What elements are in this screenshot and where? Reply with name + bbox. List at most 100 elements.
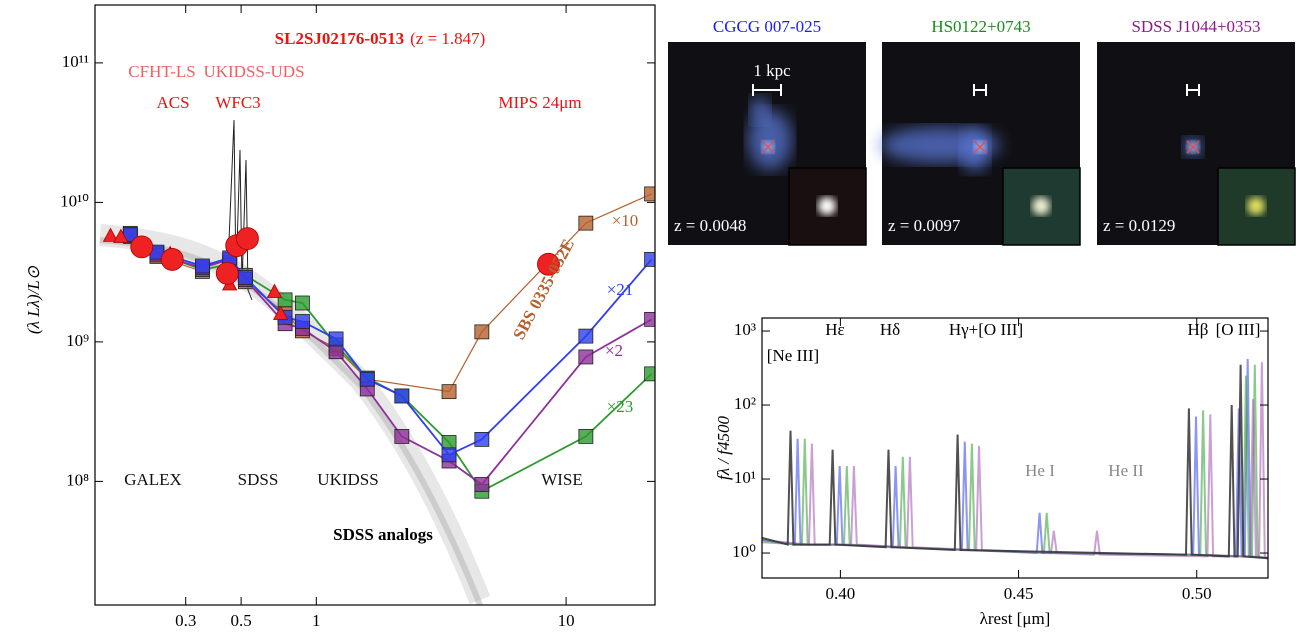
square-marker — [644, 311, 655, 327]
annotation: He II — [1108, 461, 1144, 480]
square-marker — [237, 269, 253, 285]
x-tick-label: 0.40 — [826, 584, 856, 603]
panel-title: HS0122+0743 — [931, 17, 1030, 36]
annotation: WISE — [541, 470, 583, 489]
y-tick-label: 10⁰ — [732, 542, 756, 561]
inset — [1002, 167, 1081, 246]
x-axis-label: λrest [μm] — [980, 609, 1051, 628]
center-marker — [761, 140, 775, 154]
annotation: He I — [1025, 461, 1055, 480]
square-marker — [359, 371, 375, 387]
y-tick-label: 10¹¹ — [62, 52, 89, 71]
circle-marker — [130, 235, 154, 259]
square-marker — [295, 314, 310, 329]
panel-title: SDSS J1044+0353 — [1131, 17, 1260, 36]
sed-line — [129, 193, 652, 393]
y-tick-label: 10⁹ — [66, 331, 89, 350]
annotation: Hγ+[O III] — [949, 320, 1023, 339]
scale-bar — [752, 84, 782, 96]
x-tick-label: 0.3 — [175, 611, 196, 630]
annotation: [O III] — [1216, 320, 1261, 339]
square-marker — [644, 366, 655, 382]
y-tick-label: 10³ — [734, 320, 756, 339]
galaxy-glow — [748, 110, 792, 170]
square-marker — [644, 252, 655, 267]
annotation: WFC3 — [215, 93, 260, 112]
title-redshift: (z = 1.847) — [410, 29, 485, 48]
circle-marker — [537, 252, 560, 276]
spectrum-line — [762, 364, 1268, 560]
triangle-marker — [273, 305, 289, 320]
square-marker — [578, 429, 594, 444]
plot-area — [102, 186, 655, 499]
square-marker — [474, 477, 490, 492]
annotation: SDSS analogs — [333, 525, 433, 544]
x-tick-label: 0.50 — [1182, 584, 1212, 603]
annotation: UKIDSS-UDS — [203, 62, 304, 81]
inset-core — [1247, 197, 1265, 215]
center-marker — [973, 140, 987, 154]
x-tick-label: 0.45 — [1004, 584, 1034, 603]
square-marker — [441, 447, 457, 463]
annotation: UKIDSS — [317, 470, 378, 489]
annotation: Hε — [825, 320, 844, 339]
square-marker — [295, 295, 310, 311]
annotation: ×2 — [605, 341, 623, 360]
annotation: Hδ — [880, 320, 900, 339]
y-axis-label: fλ / f4500 — [714, 415, 733, 480]
y-axis-label: (λ Lλ)/L⊙ — [24, 265, 43, 334]
y-tick-label: 10¹ — [734, 468, 756, 487]
annotation: ×23 — [607, 397, 634, 416]
inset-core — [1032, 197, 1050, 215]
square-marker — [578, 349, 594, 365]
circle-marker — [236, 227, 259, 251]
square-marker — [441, 384, 457, 400]
annotation: ×10 — [612, 211, 639, 230]
plot-area — [762, 358, 1268, 560]
spectrum-line — [762, 362, 1268, 560]
triangle-marker — [266, 283, 283, 298]
center-marker — [1186, 140, 1200, 154]
square-marker — [578, 215, 594, 231]
panel-title: CGCG 007-025 — [713, 17, 821, 36]
square-marker — [277, 292, 293, 308]
square-marker — [394, 388, 410, 404]
inset — [1217, 167, 1296, 246]
title-name: SL2SJ02176-0513 — [275, 29, 404, 48]
galaxy-glow — [750, 96, 770, 124]
x-tick-label: 1 — [312, 611, 321, 630]
square-marker — [328, 331, 344, 347]
y-tick-label: 10² — [734, 394, 756, 413]
annotation: Hβ — [1188, 320, 1209, 339]
scale-bar — [1186, 84, 1200, 96]
panel-redshift: z = 0.0097 — [888, 216, 961, 235]
triangle-marker — [102, 227, 119, 242]
x-tick-label: 10 — [558, 611, 575, 630]
annotation: SDSS — [238, 470, 279, 489]
square-marker — [644, 186, 655, 202]
circle-marker — [215, 261, 239, 285]
y-tick-label: 10¹⁰ — [60, 191, 89, 210]
annotation: ACS — [156, 93, 189, 112]
plot-frame — [761, 317, 1269, 579]
annotation: MIPS 24μm — [498, 93, 581, 112]
panel-redshift: z = 0.0048 — [674, 216, 746, 235]
square-marker — [328, 344, 344, 360]
x-axis-label: λrest [μm] — [340, 636, 411, 639]
x-tick-label: 0.5 — [230, 611, 251, 630]
series-label: SBS 0335-052E — [509, 236, 578, 343]
annotation: ×21 — [607, 280, 634, 299]
square-marker — [474, 324, 490, 340]
annotation: GALEX — [124, 470, 182, 489]
square-marker — [394, 429, 410, 444]
panel-redshift: z = 0.0129 — [1103, 216, 1175, 235]
y-tick-label: 10⁸ — [66, 470, 89, 489]
inset-core — [818, 197, 836, 215]
scale-label: 1 kpc — [753, 61, 791, 80]
chart-title: SL2SJ02176-0513 (z = 1.847) — [275, 29, 486, 48]
plot-frame — [94, 4, 656, 606]
circle-marker — [160, 248, 184, 271]
square-marker — [195, 258, 210, 274]
square-marker — [578, 328, 594, 344]
